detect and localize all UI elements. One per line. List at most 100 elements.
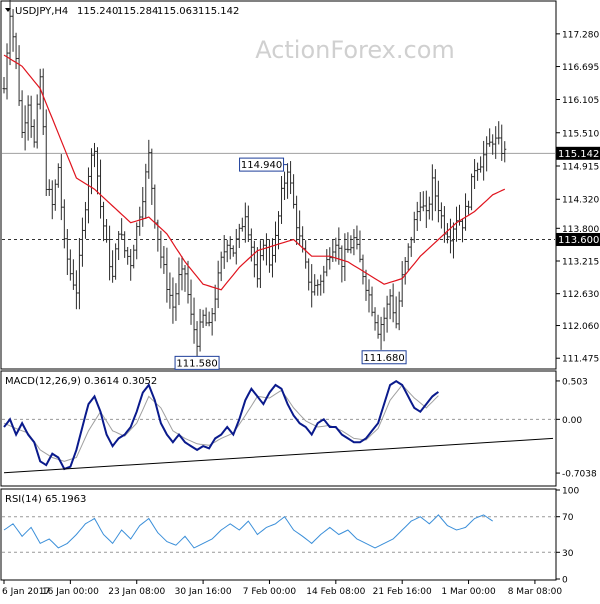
rsi-tick-label: 0 [562, 576, 568, 586]
ohlc-bar [277, 211, 281, 250]
ohlc-bar [500, 124, 504, 161]
svg-text:111.580: 111.580 [176, 358, 217, 369]
ohlc-bar [83, 201, 87, 239]
ohlc-bar [65, 229, 69, 276]
ohlc-bar [5, 43, 9, 100]
ohlc-bar [379, 316, 383, 350]
current-price-tag-bg [556, 146, 600, 160]
macd-trendline [3, 437, 554, 474]
ohlc-bar [343, 233, 347, 282]
ohlc-bar [289, 161, 293, 195]
ohlc-bar [219, 251, 223, 282]
ohlc-bar [373, 307, 377, 331]
time-tick-label: 1 Mar 00:00 [441, 587, 496, 597]
ohlc-bar [102, 201, 106, 242]
price-tick-label: 114.320 [562, 196, 599, 206]
price-tick-label: 116.695 [562, 63, 599, 73]
ohlc-bar [108, 225, 112, 281]
ohlc-bar [35, 94, 39, 149]
price-bars [2, 0, 507, 357]
price-tick-label: 113.215 [562, 257, 599, 267]
price-callout: 114.940 [239, 157, 288, 172]
price-tick-label: 116.105 [562, 96, 599, 106]
ohlc-bar [346, 232, 350, 253]
ohlc-bar [325, 249, 329, 277]
price-callout: 111.680 [361, 350, 407, 365]
price-panel-frame [0, 0, 557, 370]
ohlc-bar [144, 163, 148, 219]
ohlc-bar [111, 250, 115, 283]
ohlc-bar [216, 260, 220, 309]
time-tick-label: 21 Feb 16:00 [373, 587, 432, 597]
price-tick-label: 114.915 [562, 163, 599, 173]
open-value: 115.240 [77, 6, 118, 17]
ohlc-bar [240, 217, 244, 232]
rsi-axis: 100 70 30 0 [556, 487, 579, 586]
ohlc-bar [292, 174, 296, 209]
ohlc-bar [201, 309, 205, 328]
ohlc-bar [165, 247, 169, 303]
ohlc-bar [370, 286, 374, 317]
macd-line [3, 380, 439, 471]
ohlc-bar [436, 180, 440, 223]
ohlc-bar [204, 307, 208, 327]
ohlc-bar [96, 147, 100, 195]
ohlc-bar [41, 68, 45, 135]
ohlc-bar [89, 148, 93, 195]
ohlc-bar [252, 240, 256, 278]
ohlc-bar [234, 228, 238, 265]
ohlc-bar [231, 245, 235, 257]
ohlc-bar [222, 235, 226, 269]
ohlc-bar [400, 261, 404, 307]
time-tick-label: 30 Jan 16:00 [175, 587, 232, 597]
ohlc-bar [225, 239, 229, 263]
symbol-label: USDJPY,H4 [15, 6, 68, 17]
ohlc-bar [385, 295, 389, 333]
ohlc-bar [470, 173, 474, 211]
ohlc-bar [8, 0, 12, 66]
ohlc-bar [99, 159, 103, 219]
ohlc-bar [488, 128, 492, 147]
ohlc-bar [17, 45, 21, 106]
ohlc-bar [186, 260, 190, 304]
ohlc-bar [283, 171, 287, 200]
price-panel: ActionForex.com USDJPY,H4 115.240 115.28… [0, 0, 600, 370]
ohlc-bar [261, 239, 265, 261]
ohlc-bar [207, 311, 211, 327]
ohlc-bar [421, 191, 425, 212]
macd-axis: 0.503 0.00 -0.7038 [556, 377, 597, 480]
ohlc-bar [50, 180, 54, 220]
ohlc-bar [485, 136, 489, 172]
ohlc-bar [56, 163, 60, 188]
ohlc-bar [141, 187, 145, 227]
low-value: 115.063 [157, 6, 198, 17]
price-callout: 111.580 [174, 355, 220, 370]
ohlc-bar [210, 308, 214, 336]
ohlc-bar [328, 247, 332, 270]
ohlc-bar [430, 164, 434, 221]
ohlc-bar [479, 156, 483, 173]
ohlc-bar [174, 283, 178, 321]
ohlc-bar [273, 221, 277, 263]
time-tick-label: 23 Jan 08:00 [108, 587, 165, 597]
ohlc-bar [454, 206, 458, 242]
moving-average-line [3, 54, 506, 291]
ohlc-bar [26, 95, 30, 141]
ohlc-bar [476, 162, 480, 181]
ohlc-bar [183, 264, 187, 292]
ohlc-bar [319, 274, 323, 296]
ohlc-bar [439, 202, 443, 229]
price-tick-label: 111.475 [562, 355, 599, 365]
ohlc-bar [114, 243, 118, 280]
ohlc-bar [491, 134, 495, 155]
ohlc-bar [388, 289, 392, 320]
ohlc-bar [286, 163, 290, 199]
macd-title: MACD(12,26,9) 0.3614 0.3052 [5, 376, 157, 387]
rsi-title: RSI(14) 65.1963 [5, 494, 86, 505]
dropdown-triangle-icon[interactable] [5, 8, 11, 12]
macd-tick-label: 0.503 [562, 377, 588, 387]
macd-signal-line [3, 384, 439, 462]
ohlc-bar [171, 277, 175, 324]
